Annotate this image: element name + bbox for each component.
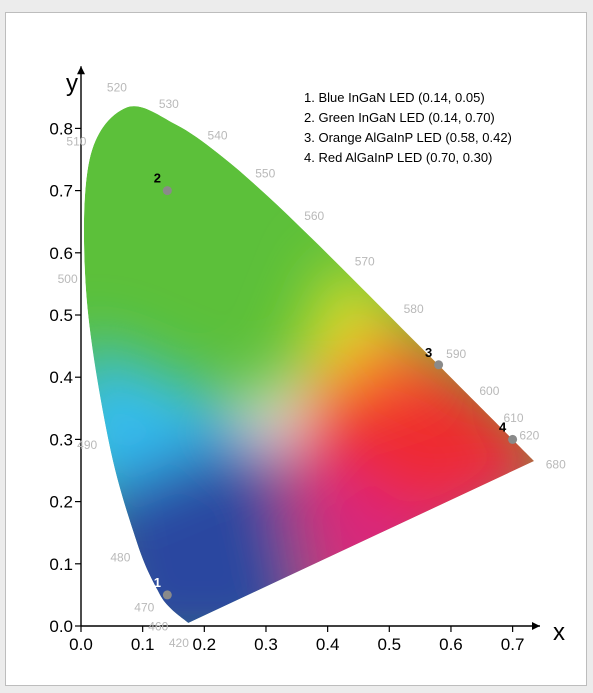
x-tick-label: 0.1	[131, 635, 155, 654]
wavelength-label: 600	[479, 384, 499, 398]
y-axis-arrow	[77, 66, 85, 75]
y-tick-label: 0.7	[49, 182, 73, 201]
wavelength-label: 620	[519, 429, 539, 443]
wavelength-label: 610	[504, 411, 524, 425]
led-point-2	[162, 186, 172, 196]
y-tick-label: 0.2	[49, 493, 73, 512]
y-tick-label: 0.4	[49, 368, 73, 387]
wavelength-label: 460	[148, 619, 168, 633]
led-point-3	[434, 360, 444, 370]
x-tick-label: 0.0	[69, 635, 93, 654]
wavelength-label: 580	[404, 302, 424, 316]
wavelength-label: 550	[255, 166, 275, 180]
white-point-glow	[246, 394, 299, 447]
led-point-label-4: 4	[499, 419, 507, 434]
x-tick-label: 0.7	[501, 635, 525, 654]
wavelength-label: 500	[58, 272, 78, 286]
led-point-label-1: 1	[154, 575, 161, 590]
x-tick-label: 0.3	[254, 635, 278, 654]
x-axis-label: x	[553, 619, 565, 646]
cie-chromaticity-chart: 0.0 0.1 0.2 0.3 0.4 0.5 0.6 0.7 0.0 0.1 0.2 0.3 0.4 0…	[49, 66, 566, 654]
legend-entry-3: 3. Orange AlGaInP LED (0.58, 0.42)	[304, 130, 512, 145]
figure-panel: 0.0 0.1 0.2 0.3 0.4 0.5 0.6 0.7 0.0 0.1 0.2 0.3 0.4 0…	[5, 12, 587, 686]
orange-region	[272, 283, 451, 421]
wavelength-label: 420	[169, 636, 189, 650]
wavelength-label: 560	[304, 209, 324, 223]
led-point-1	[162, 590, 172, 600]
y-tick-label: 0.6	[49, 244, 73, 263]
y-tick-label: 0.8	[49, 119, 73, 138]
x-tick-label: 0.5	[377, 635, 401, 654]
wavelength-label: 520	[107, 81, 127, 95]
led-point-4	[508, 434, 518, 444]
wavelength-label: 540	[208, 128, 228, 142]
wavelength-label: 680	[546, 457, 566, 471]
y-tick-label: 0.1	[49, 555, 73, 574]
led-point-label-3: 3	[425, 345, 432, 360]
legend-entry-1: 1. Blue InGaN LED (0.14, 0.05)	[304, 90, 485, 105]
y-axis-label: y	[66, 70, 78, 97]
x-axis-arrow	[532, 622, 540, 630]
wavelength-label: 570	[355, 254, 375, 268]
wavelength-label: 510	[66, 135, 86, 149]
x-tick-label: 0.4	[316, 635, 340, 654]
y-tick-label: 0.0	[49, 617, 73, 636]
legend-entry-2: 2. Green InGaN LED (0.14, 0.70)	[304, 110, 495, 125]
wavelength-label: 590	[446, 347, 466, 361]
y-tick-label: 0.5	[49, 306, 73, 325]
led-point-label-2: 2	[154, 171, 161, 186]
wavelength-label: 490	[77, 438, 97, 452]
wavelength-label: 470	[134, 601, 154, 615]
wavelength-label: 480	[110, 551, 130, 565]
wavelength-label: 530	[159, 97, 179, 111]
x-tick-label: 0.2	[192, 635, 216, 654]
legend-entry-4: 4. Red AlGaInP LED (0.70, 0.30)	[304, 150, 492, 165]
x-tick-label: 0.6	[439, 635, 463, 654]
y-tick-label: 0.3	[49, 430, 73, 449]
